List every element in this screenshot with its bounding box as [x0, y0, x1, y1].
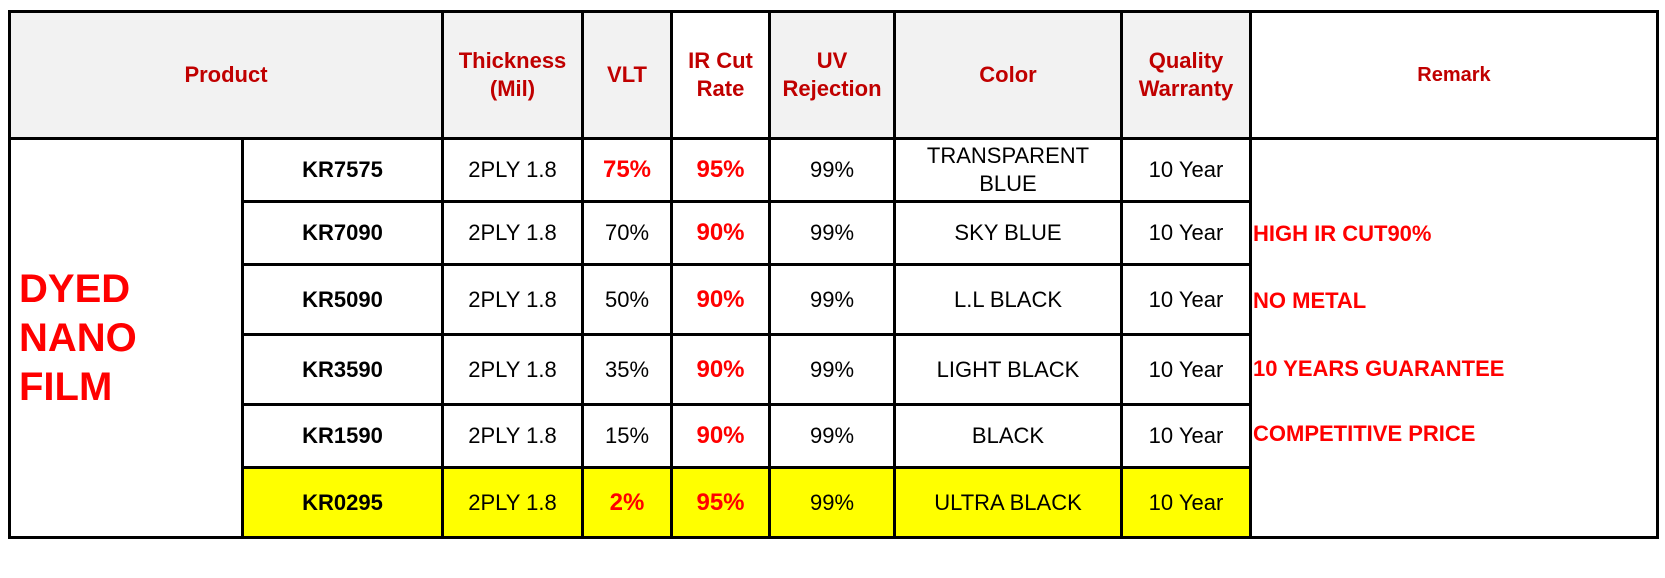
color-cell: SKY BLUE [893, 200, 1123, 266]
warranty-cell: 10 Year [1120, 333, 1252, 406]
table-row-highlighted: KR0295 2PLY 1.8 2% 95% 99% ULTRA BLACK 1… [10, 466, 1658, 539]
header-row: Product Thickness (Mil) VLT IR Cut Rate … [8, 10, 1659, 140]
header-product: Product [8, 10, 444, 140]
uv-cell: 99% [768, 137, 896, 203]
table-row: KR1590 2PLY 1.8 15% 90% 99% BLACK 10 Yea… [10, 403, 1658, 469]
uv-cell: 99% [768, 466, 896, 539]
ir-cell: 90% [670, 333, 771, 406]
header-uv-rejection: UV Rejection [768, 10, 896, 140]
header-color: Color [893, 10, 1123, 140]
uv-cell: 99% [768, 200, 896, 266]
ir-cell: 95% [670, 137, 771, 203]
remark-line: HIGH IR CUT90% [1253, 221, 1432, 246]
header-quality-warranty: Quality Warranty [1120, 10, 1252, 140]
color-cell: BLACK [893, 403, 1123, 469]
color-cell: LIGHT BLACK [893, 333, 1123, 406]
vlt-cell: 70% [581, 200, 673, 266]
product-code: KR3590 [241, 333, 444, 406]
ir-cell: 90% [670, 200, 771, 266]
color-cell: TRANSPARENT BLUE [893, 137, 1123, 203]
ir-cell: 90% [670, 263, 771, 336]
uv-cell: 99% [768, 333, 896, 406]
table-row: KR5090 2PLY 1.8 50% 90% 99% L.L BLACK 10… [10, 263, 1658, 336]
product-code: KR1590 [241, 403, 444, 469]
uv-cell: 99% [768, 403, 896, 469]
thickness-cell: 2PLY 1.8 [441, 403, 584, 469]
warranty-cell: 10 Year [1120, 466, 1252, 539]
vlt-cell: 15% [581, 403, 673, 469]
vlt-cell: 35% [581, 333, 673, 406]
ir-cell: 90% [670, 403, 771, 469]
ir-cell: 95% [670, 466, 771, 539]
color-cell: L.L BLACK [893, 263, 1123, 336]
thickness-cell: 2PLY 1.8 [441, 200, 584, 266]
thickness-cell: 2PLY 1.8 [441, 333, 584, 406]
remark-cell [1249, 137, 1659, 539]
header-vlt: VLT [581, 10, 673, 140]
remark-line: NO METAL [1253, 288, 1367, 313]
remark-line: COMPETITIVE PRICE [1253, 421, 1476, 446]
warranty-cell: 10 Year [1120, 263, 1252, 336]
thickness-cell: 2PLY 1.8 [441, 137, 584, 203]
thickness-cell: 2PLY 1.8 [441, 466, 584, 539]
product-code: KR7090 [241, 200, 444, 266]
uv-cell: 99% [768, 263, 896, 336]
header-ir-cut-rate: IR Cut Rate [670, 10, 771, 140]
vlt-cell: 2% [581, 466, 673, 539]
product-code: KR7575 [241, 137, 444, 203]
warranty-cell: 10 Year [1120, 137, 1252, 203]
product-code: KR0295 [241, 466, 444, 539]
thickness-cell: 2PLY 1.8 [441, 263, 584, 336]
color-cell: ULTRA BLACK [893, 466, 1123, 539]
product-spec-table: Product Thickness (Mil) VLT IR Cut Rate … [8, 10, 1659, 539]
table-row: KR3590 2PLY 1.8 35% 90% 99% LIGHT BLACK … [10, 333, 1658, 406]
vlt-cell: 50% [581, 263, 673, 336]
table-row: DYED NANO FILM KR7575 2PLY 1.8 75% 95% 9… [8, 137, 1659, 539]
product-code: KR5090 [241, 263, 444, 336]
warranty-cell: 10 Year [1120, 403, 1252, 469]
category-label: DYED NANO FILM [8, 137, 244, 539]
warranty-cell: 10 Year [1120, 200, 1252, 266]
remark-line: 10 YEARS GUARANTEE [1253, 356, 1505, 381]
vlt-cell: 75% [581, 137, 673, 203]
header-thickness: Thickness (Mil) [441, 10, 584, 140]
table-row: KR7090 2PLY 1.8 70% 90% 99% SKY BLUE 10 … [10, 200, 1658, 266]
header-remark: Remark [1249, 10, 1659, 140]
